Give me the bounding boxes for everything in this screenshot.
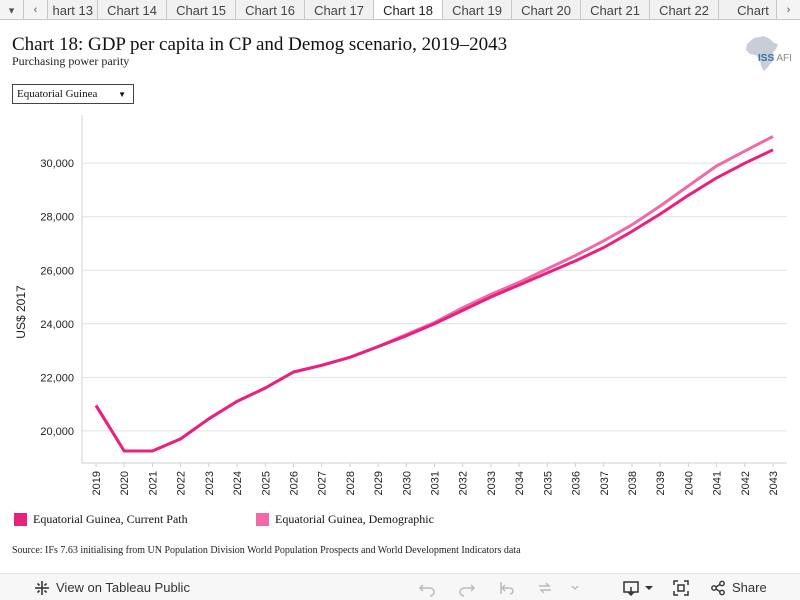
view-on-tableau-public-label: View on Tableau Public (56, 580, 190, 595)
legend-swatch-current-path (14, 513, 27, 526)
x-tick-label: 2038 (627, 471, 639, 495)
logo-main: ISS (758, 53, 775, 64)
y-tick-label: 26,000 (40, 265, 74, 277)
tab-chart-15[interactable]: Chart 15 (167, 0, 236, 19)
country-filter-dropdown[interactable]: Equatorial Guinea ▼ (12, 84, 134, 104)
tab-chart-18[interactable]: Chart 18 (374, 0, 443, 19)
x-tick-label: 2032 (458, 471, 470, 495)
x-tick-label: 2035 (542, 471, 554, 495)
x-tick-label: 2039 (655, 471, 667, 495)
x-tick-label: 2020 (119, 471, 131, 495)
revert-icon[interactable] (498, 579, 516, 597)
tab-chart-17[interactable]: Chart 17 (305, 0, 374, 19)
x-tick-label: 2028 (345, 471, 357, 495)
africa-map-logo-icon (746, 36, 778, 71)
y-tick-label: 30,000 (40, 158, 74, 170)
series-lines (94, 135, 774, 453)
legend-label-demographic: Equatorial Guinea, Demographic (275, 512, 434, 526)
x-tick-label: 2026 (288, 471, 300, 495)
tab-strip: ▾ ‹ hart 13 Chart 14 Chart 15 Chart 16 Chart… (0, 0, 800, 20)
x-tick-label: 2025 (260, 471, 272, 495)
x-tick-label: 2041 (712, 471, 724, 495)
tab-scroll-right-icon[interactable]: › (776, 0, 800, 19)
x-tick-label: 2019 (91, 471, 103, 495)
share-icon (711, 580, 725, 595)
x-tick-label: 2037 (599, 471, 611, 495)
y-tick-label: 22,000 (40, 372, 74, 384)
legend-swatch-demographic (256, 513, 269, 526)
tab-chart[interactable]: Chart (719, 0, 788, 19)
download-icon[interactable] (622, 579, 640, 597)
tableau-toolbar: View on Tableau Public Share (0, 573, 800, 600)
legend-item-current-path[interactable]: Equatorial Guinea, Current Path (14, 512, 188, 527)
refresh-icon[interactable] (536, 579, 554, 597)
y-tick-label: 20,000 (40, 426, 74, 438)
share-label: Share (732, 580, 767, 595)
tab-chart-19[interactable]: Chart 19 (443, 0, 512, 19)
x-tick-label: 2022 (176, 471, 188, 495)
tab-hart-13[interactable]: hart 13 (48, 0, 98, 19)
logo-suffix: AFI (776, 53, 792, 64)
x-tick-label: 2031 (430, 471, 442, 495)
y-tick-label: 24,000 (40, 319, 74, 331)
logo-text: ISS AFI (758, 53, 792, 64)
x-tick-label: 2029 (373, 471, 385, 495)
x-tick-label: 2027 (317, 471, 329, 495)
series-line-demographic[interactable] (94, 135, 774, 453)
undo-icon[interactable] (418, 579, 436, 597)
view-on-tableau-public-link[interactable]: View on Tableau Public (34, 574, 190, 600)
grid-lines (81, 115, 787, 464)
x-tick-label: 2040 (683, 471, 695, 495)
y-tick-label: 28,000 (40, 212, 74, 224)
legend-item-demographic[interactable]: Equatorial Guinea, Demographic (256, 512, 434, 527)
tableau-logo-icon (35, 580, 49, 595)
tab-chart-20[interactable]: Chart 20 (512, 0, 581, 19)
x-tick-label: 2042 (740, 471, 752, 495)
legend-label-current-path: Equatorial Guinea, Current Path (33, 512, 188, 526)
line-chart: 20,000 22,000 24,000 26,000 28,000 30,000 201… (14, 115, 787, 495)
tab-chart-14[interactable]: Chart 14 (98, 0, 167, 19)
x-tick-label: 2024 (232, 471, 244, 495)
caret-down-icon: ▼ (118, 90, 126, 99)
country-filter-value: Equatorial Guinea (17, 88, 98, 100)
x-tick-label: 2023 (204, 471, 216, 495)
page-title: Chart 18: GDP per capita in CP and Demog… (12, 34, 508, 55)
tabs: hart 13 Chart 14 Chart 15 Chart 16 Chart 17 C… (48, 0, 800, 19)
tab-chart-21[interactable]: Chart 21 (581, 0, 650, 19)
page-subtitle: Purchasing power parity (12, 54, 130, 68)
tab-chart-22[interactable]: Chart 22 (650, 0, 719, 19)
fullscreen-icon[interactable] (672, 579, 690, 597)
x-tick-label: 2033 (486, 471, 498, 495)
y-axis-ticks: 20,000 22,000 24,000 26,000 28,000 30,000 (40, 158, 74, 438)
x-axis-ticks: 2019 2020 2021 2022 2023 2024 2025 2026 2027 2028… (91, 463, 780, 495)
tab-scroll-left-icon[interactable]: ‹ (24, 0, 48, 19)
x-tick-label: 2036 (571, 471, 583, 495)
x-tick-label: 2043 (768, 471, 780, 495)
x-tick-label: 2030 (401, 471, 413, 495)
share-button[interactable]: Share (710, 574, 767, 600)
pause-updates-icon[interactable] (566, 579, 584, 597)
y-axis-label: US$ 2017 (14, 285, 28, 339)
x-tick-label: 2034 (514, 471, 526, 495)
series-line-current-path[interactable] (94, 148, 774, 453)
source-note: Source: IFs 7.63 initialising from UN Po… (12, 545, 521, 556)
x-tick-label: 2021 (147, 471, 159, 495)
tab-list-dropdown-icon[interactable]: ▾ (0, 0, 24, 19)
download-menu-caret-icon[interactable] (640, 579, 658, 597)
redo-icon[interactable] (458, 579, 476, 597)
tab-chart-16[interactable]: Chart 16 (236, 0, 305, 19)
